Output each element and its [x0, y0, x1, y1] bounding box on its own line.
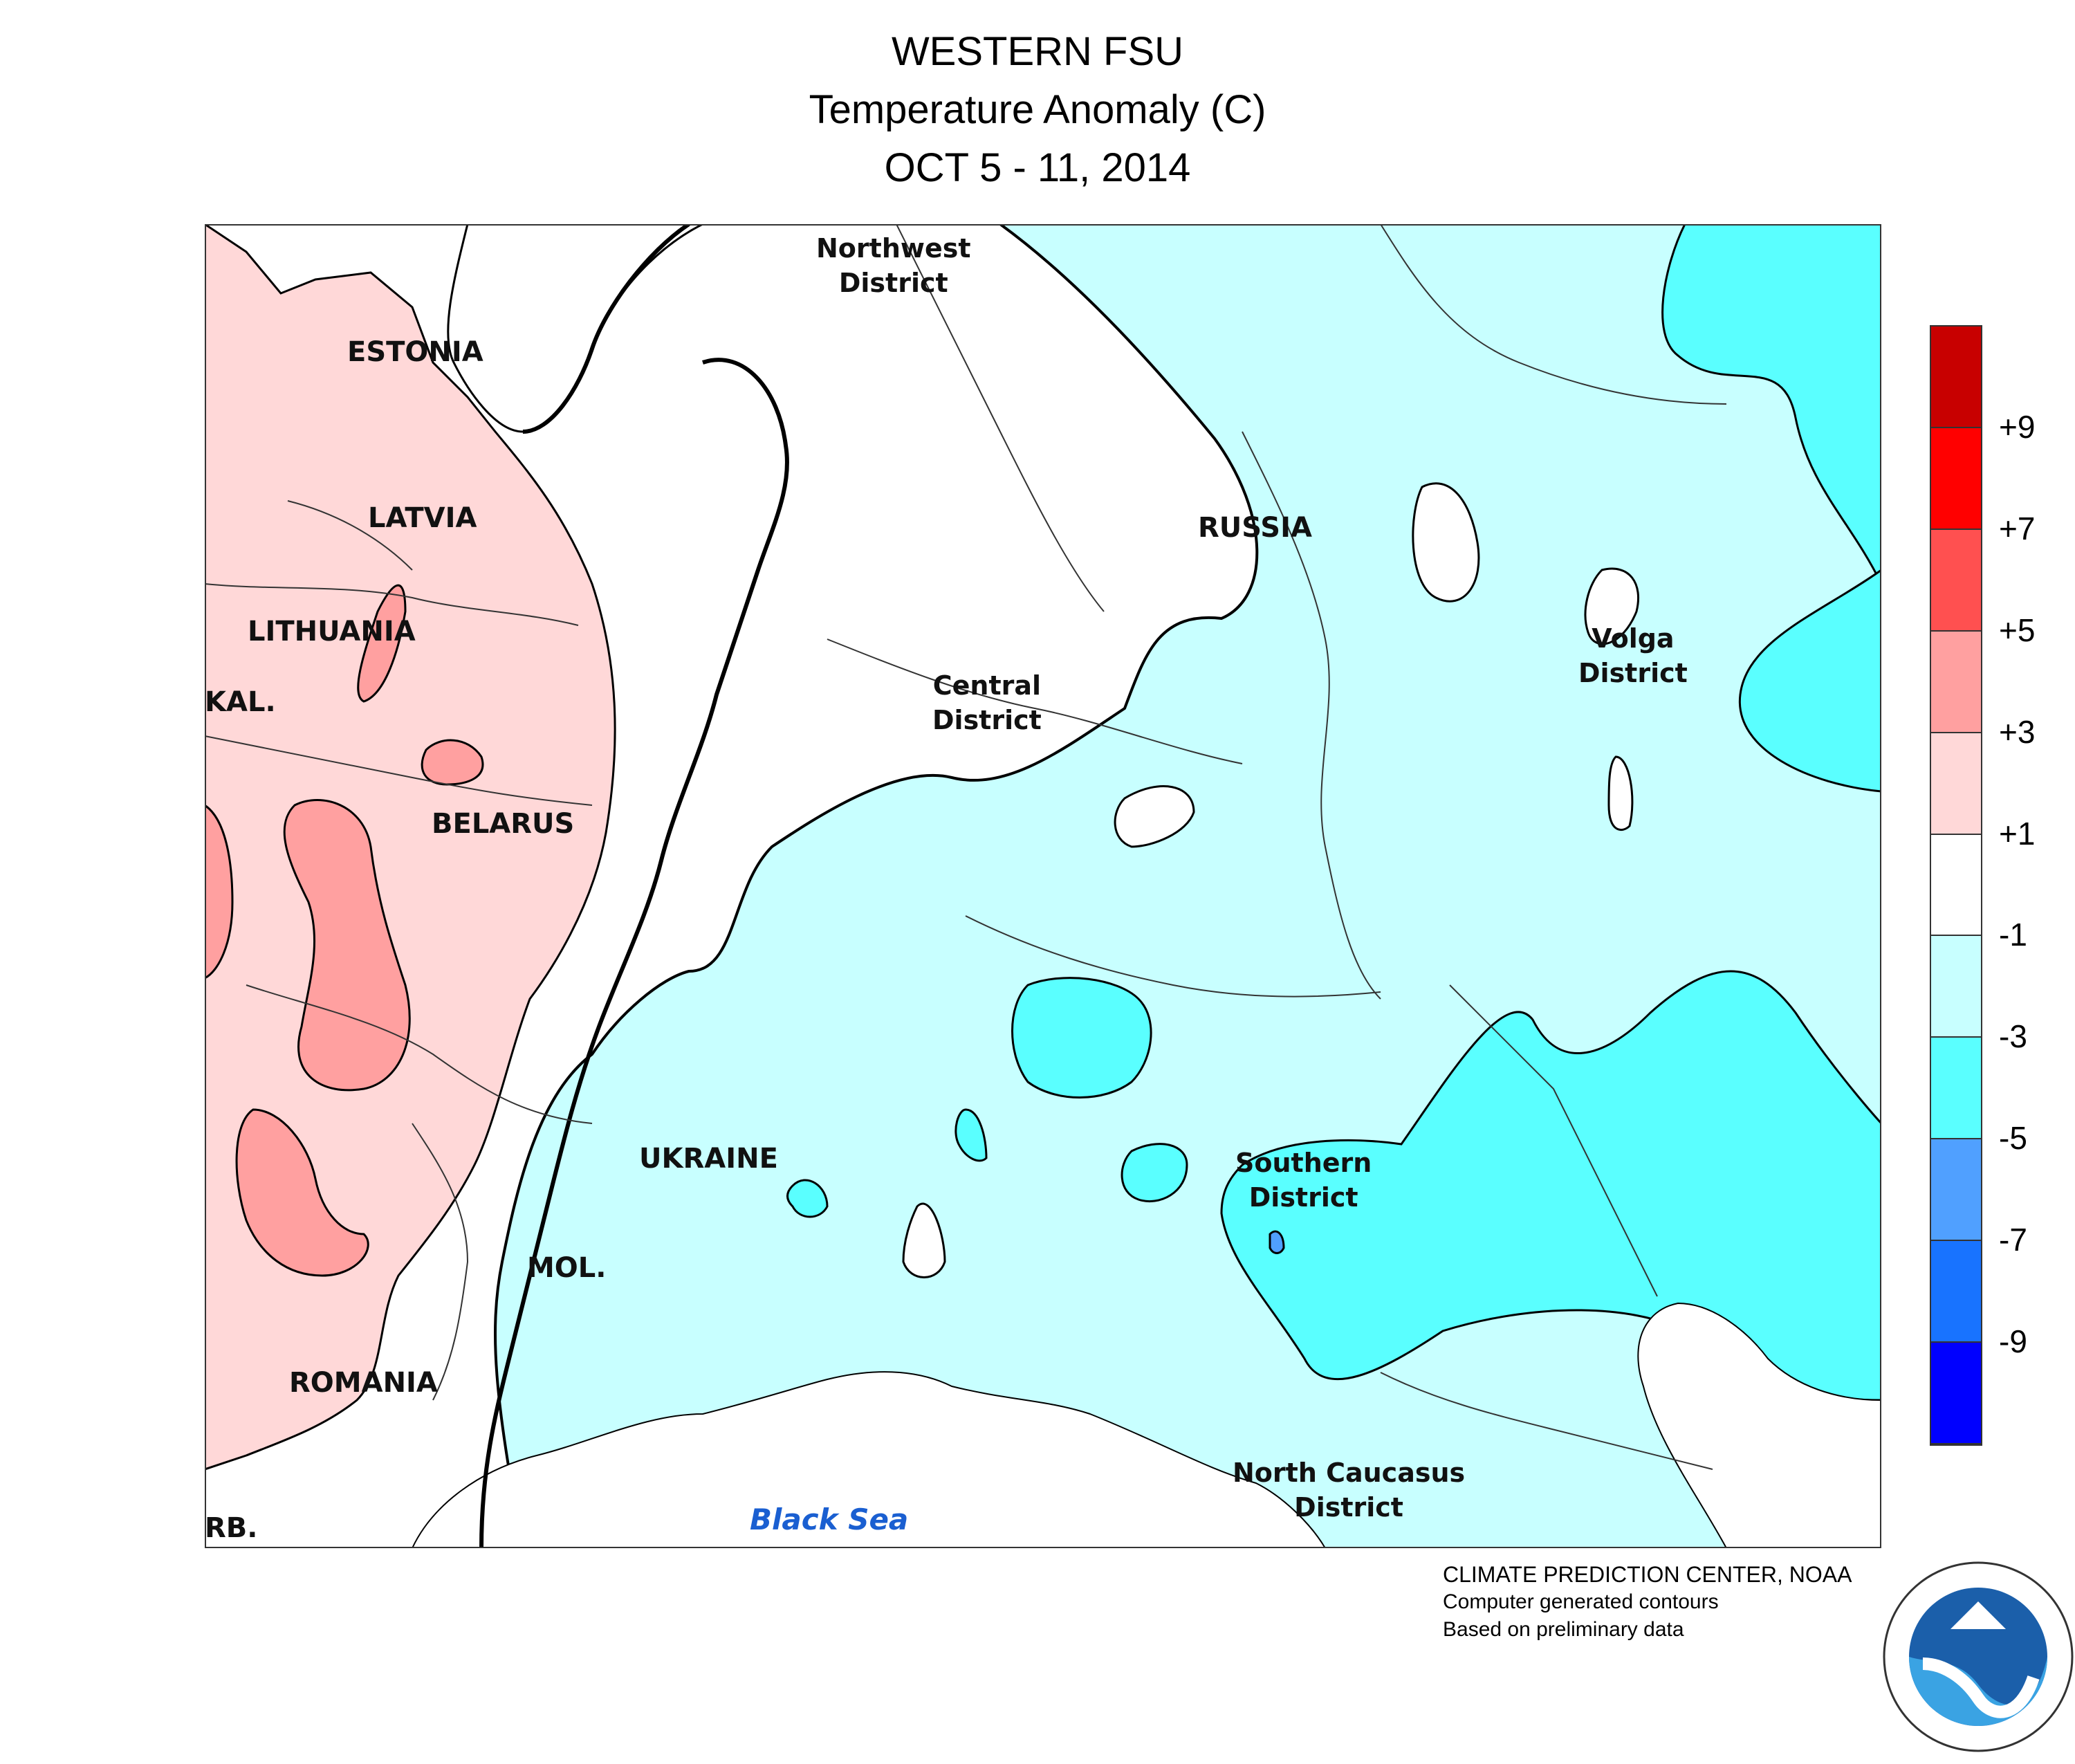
legend-tick-label: +5: [1999, 612, 2036, 648]
anomaly-zone-neutral-island-4: [902, 1202, 946, 1278]
label-serbia: RB.: [205, 1512, 258, 1544]
label-central-line2: District: [932, 705, 1042, 735]
label-latvia: LATVIA: [368, 502, 477, 534]
legend-swatch: [1931, 631, 1981, 733]
map-frame: [205, 224, 1881, 1548]
anomaly-zone-minus5-minus7: [1269, 1230, 1285, 1254]
label-black-sea: Black Sea: [750, 1503, 909, 1536]
label-volga-line2: District: [1578, 658, 1688, 688]
legend-swatch: [1931, 1139, 1981, 1242]
color-legend: [1930, 325, 1982, 1446]
legend-swatch: [1931, 1241, 1981, 1343]
map-canvas: [205, 224, 1881, 1548]
anomaly-zone-plus3-plus5-lithuania: [357, 584, 407, 703]
label-northwest-line1: Northwest: [816, 233, 971, 264]
anomaly-zone-plus3-plus5-belarus: [421, 739, 484, 786]
label-lithuania: LITHUANIA: [248, 616, 416, 647]
label-north-caucasus-district: North Caucasus District: [1233, 1455, 1465, 1525]
contour-thick: [522, 224, 690, 434]
anomaly-zone-minus3-minus5-small-2: [786, 1179, 829, 1218]
anomaly-zone-neutral-island-5: [1607, 755, 1634, 832]
legend-tick-label: +7: [1999, 510, 2036, 546]
legend-swatch: [1931, 1343, 1981, 1444]
noaa-logo: [1881, 1560, 2075, 1754]
black-sea: [411, 1371, 1327, 1548]
legend-tick-label: -5: [1999, 1120, 2027, 1157]
label-belarus: BELARUS: [432, 808, 575, 840]
legend-tick-label: -3: [1999, 1018, 2027, 1055]
legend-swatch: [1931, 327, 1981, 428]
map-title: WESTERN FSU: [891, 29, 1184, 74]
country-boundaries: [205, 224, 1727, 1470]
anomaly-zone-neutral-island-1: [1412, 482, 1480, 603]
label-moldova: MOL.: [527, 1252, 607, 1284]
credit-agency: CLIMATE PREDICTION CENTER, NOAA: [1443, 1562, 1852, 1587]
label-romania: ROMANIA: [289, 1367, 438, 1399]
legend-swatch: [1931, 1038, 1981, 1140]
legend-tick-label: -9: [1999, 1323, 2027, 1360]
label-northwest-line2: District: [838, 268, 948, 298]
label-northwest-district: Northwest District: [816, 231, 971, 300]
legend-swatch: [1931, 834, 1981, 937]
legend-tick-label: +1: [1999, 815, 2036, 852]
legend-swatch: [1931, 936, 1981, 1038]
legend-swatch: [1931, 428, 1981, 530]
anomaly-zone-minus3-minus5-east: [1738, 569, 1881, 793]
caspian-sea: [1637, 1302, 1881, 1548]
label-southern-line2: District: [1248, 1182, 1358, 1213]
legend-swatch: [1931, 529, 1981, 632]
label-central-line1: Central: [932, 670, 1042, 701]
noaa-emblem: [1883, 1561, 2074, 1752]
map-date-range: OCT 5 - 11, 2014: [884, 145, 1191, 190]
label-caucasus-line1: North Caucasus: [1233, 1458, 1466, 1488]
label-southern-line1: Southern: [1235, 1148, 1372, 1178]
anomaly-zone-plus3-plus5-edge: [205, 804, 234, 980]
label-southern-district: Southern District: [1235, 1146, 1372, 1215]
label-caucasus-line2: District: [1294, 1492, 1403, 1523]
legend-tick-label: +3: [1999, 713, 2036, 750]
anomaly-zone-minus3-minus5-central: [1011, 977, 1152, 1099]
credit-method: Computer generated contours: [1443, 1590, 1719, 1613]
anomaly-zone-minus3-minus5-volga: [1661, 224, 1881, 585]
label-volga-district: Volga District: [1578, 621, 1688, 690]
legend-tick-label: -7: [1999, 1222, 2027, 1258]
anomaly-zone-minus3-minus5-south: [1120, 1143, 1188, 1203]
legend-swatch: [1931, 733, 1981, 835]
temperature-anomaly-map: ESTONIA LATVIA LITHUANIA KAL. BELARUS UK…: [205, 224, 1881, 1548]
legend-tick-label: +9: [1999, 408, 2036, 445]
anomaly-zone-plus3-plus5-west: [283, 799, 411, 1092]
anomaly-zone-plus3-plus5-romania: [235, 1108, 369, 1277]
label-kaliningrad: KAL.: [205, 686, 276, 718]
label-estonia: ESTONIA: [347, 336, 483, 368]
legend-tick-label: -1: [1999, 917, 2027, 953]
anomaly-zone-minus3-minus5-small-1: [954, 1108, 988, 1162]
credit-data-note: Based on preliminary data: [1443, 1618, 1684, 1641]
anomaly-zone-neutral-island-3: [1114, 785, 1195, 848]
map-subtitle: Temperature Anomaly (C): [809, 87, 1266, 132]
contour-thick-2: [479, 358, 789, 1548]
anomaly-zone-neutral-island-2: [1584, 567, 1640, 645]
label-russia: RUSSIA: [1198, 512, 1312, 544]
label-ukraine: UKRAINE: [639, 1143, 778, 1175]
label-volga-line1: Volga: [1592, 623, 1675, 654]
label-central-district: Central District: [932, 668, 1042, 737]
